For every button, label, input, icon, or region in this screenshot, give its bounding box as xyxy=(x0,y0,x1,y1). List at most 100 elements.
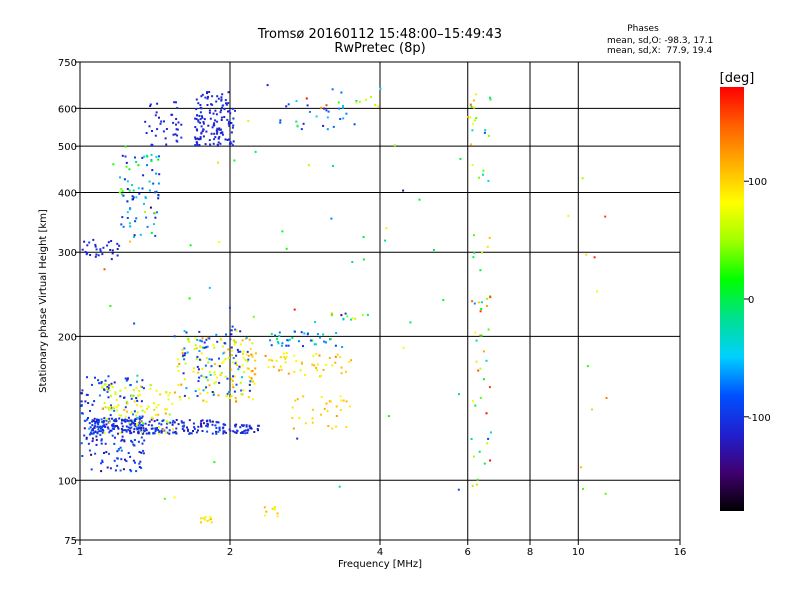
echo-point xyxy=(150,160,153,162)
echo-point xyxy=(105,423,108,426)
echo-point xyxy=(442,299,445,302)
echo-point xyxy=(328,400,331,403)
echo-point xyxy=(200,107,203,110)
echo-point xyxy=(211,126,214,129)
echo-point xyxy=(213,346,216,349)
echo-point xyxy=(110,240,113,242)
echo-point xyxy=(245,353,248,356)
echo-point xyxy=(150,153,153,156)
echo-point xyxy=(291,417,294,420)
echo-point xyxy=(202,399,205,402)
echo-point xyxy=(237,350,240,353)
echo-point xyxy=(206,425,209,428)
echo-point xyxy=(91,419,94,422)
echo-point xyxy=(362,258,365,261)
echo-point xyxy=(141,156,144,159)
echo-point xyxy=(123,429,126,432)
echo-point xyxy=(266,84,269,87)
echo-point xyxy=(121,435,124,438)
echo-point xyxy=(470,438,473,440)
x-tick-label: 4 xyxy=(377,547,383,558)
echo-point xyxy=(90,432,93,435)
echo-point xyxy=(245,425,248,428)
echo-point xyxy=(279,119,282,122)
echo-point xyxy=(131,441,134,444)
echo-point xyxy=(232,375,234,378)
echo-point xyxy=(218,135,221,138)
echo-point xyxy=(287,344,290,347)
echo-point xyxy=(168,432,171,435)
echo-point xyxy=(247,396,250,399)
echo-point xyxy=(94,376,96,379)
echo-point xyxy=(83,427,86,430)
echo-point xyxy=(132,413,134,416)
echo-point xyxy=(126,400,129,403)
echo-point xyxy=(128,168,131,171)
echo-point xyxy=(183,378,186,381)
echo-point xyxy=(116,464,119,467)
echo-point xyxy=(129,225,132,228)
echo-point xyxy=(188,419,191,422)
echo-point xyxy=(242,389,245,392)
echo-point xyxy=(311,421,314,424)
echo-point xyxy=(193,367,196,370)
echo-point xyxy=(293,308,296,311)
echo-point xyxy=(193,348,196,350)
echo-point xyxy=(209,374,212,376)
echo-point xyxy=(93,417,96,420)
echo-point xyxy=(379,87,382,90)
echo-point xyxy=(316,363,319,366)
echo-points xyxy=(80,84,608,524)
echo-point xyxy=(336,353,339,356)
echo-point xyxy=(472,455,475,458)
echo-point xyxy=(334,355,337,358)
echo-point xyxy=(140,400,143,403)
echo-point xyxy=(345,112,348,115)
echo-point xyxy=(116,409,119,412)
echo-point xyxy=(473,234,475,237)
echo-point xyxy=(195,347,198,350)
echo-point xyxy=(387,415,390,418)
echo-point xyxy=(210,365,213,368)
echo-point xyxy=(215,113,218,116)
echo-point xyxy=(94,452,97,455)
echo-point xyxy=(232,140,235,143)
echo-point xyxy=(205,357,208,359)
echo-point xyxy=(374,104,377,106)
echo-point xyxy=(208,337,211,340)
echo-point xyxy=(220,119,223,121)
echo-point xyxy=(125,425,128,428)
echo-point xyxy=(129,455,132,458)
echo-point xyxy=(477,369,480,372)
echo-point xyxy=(475,483,478,486)
echo-point xyxy=(232,357,235,360)
echo-point xyxy=(314,321,317,323)
echo-point xyxy=(195,431,198,434)
echo-point xyxy=(85,253,88,256)
echo-point xyxy=(489,431,492,434)
echo-point xyxy=(175,101,177,104)
echo-point xyxy=(472,122,474,125)
echo-point xyxy=(479,310,482,313)
echo-point xyxy=(194,138,197,141)
echo-point xyxy=(121,190,124,193)
echo-point xyxy=(88,241,91,244)
echo-point xyxy=(122,194,125,197)
echo-point xyxy=(129,419,132,422)
echo-point xyxy=(295,100,298,102)
echo-point xyxy=(215,333,218,336)
echo-point xyxy=(194,117,197,120)
echo-point xyxy=(98,426,101,429)
echo-point xyxy=(471,400,474,403)
echo-point xyxy=(158,432,160,435)
echo-point xyxy=(251,355,254,358)
echo-point xyxy=(133,410,136,413)
echo-point xyxy=(88,427,91,430)
echo-point xyxy=(345,426,348,428)
echo-point xyxy=(471,129,474,132)
echo-point xyxy=(211,423,214,426)
echo-point xyxy=(142,427,145,430)
echo-point xyxy=(87,442,90,445)
echo-point xyxy=(230,142,233,145)
